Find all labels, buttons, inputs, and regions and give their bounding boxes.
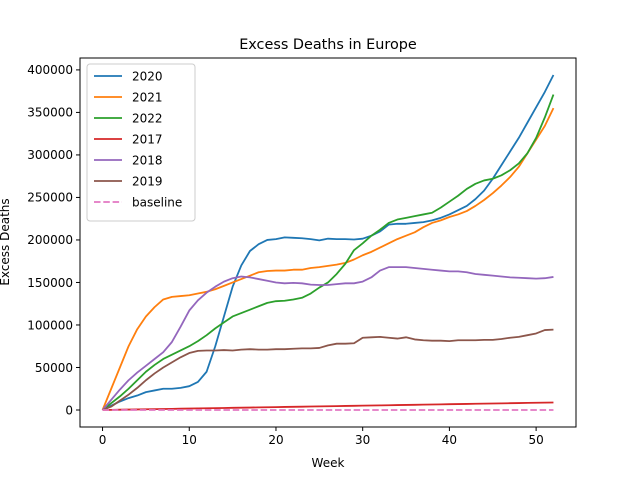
chart-title: Excess Deaths in Europe bbox=[239, 37, 417, 53]
legend-label-2019: 2019 bbox=[132, 175, 163, 189]
x-tick-label: 50 bbox=[528, 433, 543, 447]
y-tick-label: 200000 bbox=[27, 233, 73, 247]
legend-label-2018: 2018 bbox=[132, 154, 163, 168]
legend-label-2020: 2020 bbox=[132, 70, 163, 84]
y-axis: 0 50000 100000 150000 200000 250000 300000 3500… bbox=[27, 63, 80, 417]
legend-label-2021: 2021 bbox=[132, 91, 163, 105]
x-axis: 0 10 20 30 40 50 bbox=[99, 427, 544, 447]
x-axis-label: Week bbox=[312, 456, 345, 470]
y-tick-label: 100000 bbox=[27, 318, 73, 332]
series-line-2018 bbox=[101, 266, 554, 411]
series-line-2022 bbox=[101, 94, 555, 411]
x-tick-label: 20 bbox=[268, 433, 283, 447]
y-tick-label: 350000 bbox=[27, 106, 73, 120]
x-tick-label: 30 bbox=[355, 433, 370, 447]
legend-label-2017: 2017 bbox=[132, 133, 163, 147]
legend: 2020 2021 2022 2017 2018 2019 baseline bbox=[86, 63, 196, 222]
series-line-2019 bbox=[102, 328, 554, 411]
x-tick-label: 40 bbox=[442, 433, 457, 447]
series-layer bbox=[101, 74, 555, 411]
series-line-2021 bbox=[101, 107, 555, 411]
y-tick-label: 300000 bbox=[27, 148, 73, 162]
y-tick-label: 50000 bbox=[35, 361, 73, 375]
series-line-2017 bbox=[102, 401, 554, 411]
legend-label-2022: 2022 bbox=[132, 112, 163, 126]
x-tick-label: 0 bbox=[99, 433, 107, 447]
legend-label-baseline: baseline bbox=[132, 196, 182, 210]
y-tick-label: 400000 bbox=[27, 63, 73, 77]
y-tick-label: 250000 bbox=[27, 191, 73, 205]
y-tick-label: 150000 bbox=[27, 276, 73, 290]
series-line-2020 bbox=[102, 74, 555, 411]
plot-frame bbox=[79, 57, 577, 428]
x-tick-label: 10 bbox=[182, 433, 197, 447]
y-axis-label: Excess Deaths bbox=[0, 198, 12, 285]
y-tick-label: 0 bbox=[65, 403, 73, 417]
